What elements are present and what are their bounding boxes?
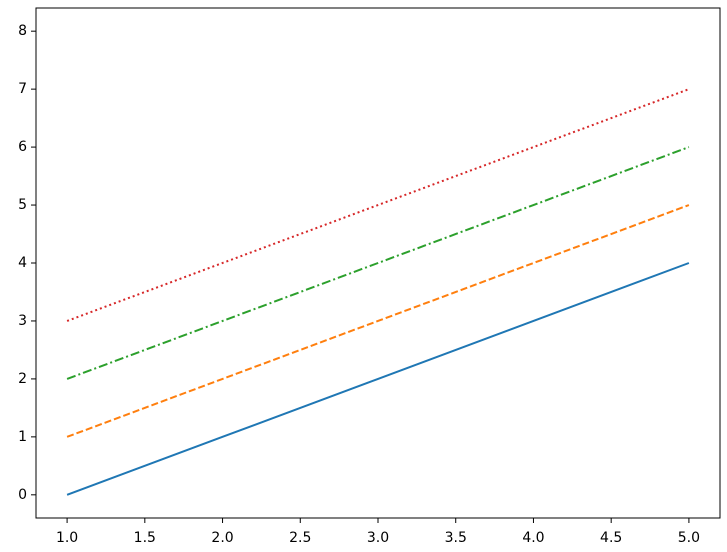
x-tick-label: 5.0 xyxy=(678,530,700,546)
y-tick-label: 1 xyxy=(18,429,27,445)
line xyxy=(66,88,690,322)
x-tick-label: 3.5 xyxy=(445,530,467,546)
y-tick-label: 8 xyxy=(18,23,27,39)
line xyxy=(66,204,690,438)
x-tick-label: 1.0 xyxy=(56,530,78,546)
x-tick-label: 2.5 xyxy=(289,530,311,546)
plot-frame xyxy=(35,7,721,519)
y-tick-label: 2 xyxy=(18,371,27,387)
x-tick-label: 1.5 xyxy=(134,530,156,546)
x-tick-label: 3.0 xyxy=(367,530,389,546)
y-tick-label: 6 xyxy=(18,139,27,155)
line xyxy=(66,146,690,380)
x-tick-label: 2.0 xyxy=(211,530,233,546)
y-tick-label: 3 xyxy=(18,313,27,329)
y-tick-label: 0 xyxy=(18,487,27,503)
line xyxy=(66,262,690,496)
y-tick-label: 4 xyxy=(18,255,27,271)
x-tick-label: 4.5 xyxy=(600,530,622,546)
y-tick-label: 5 xyxy=(18,197,27,213)
x-tick-label: 4.0 xyxy=(522,530,544,546)
y-tick-label: 7 xyxy=(18,81,27,97)
